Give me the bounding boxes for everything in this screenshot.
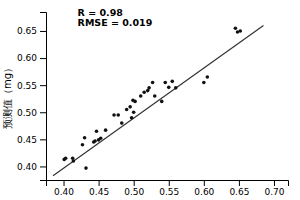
point: [84, 166, 88, 170]
annotations: R = 0.98RMSE = 0.019: [78, 7, 153, 28]
point: [239, 29, 243, 33]
point: [147, 86, 151, 90]
x-axis-line: [47, 181, 289, 187]
tick-mark: [40, 58, 46, 59]
tick: 0.40: [54, 180, 74, 197]
scatter-points: [62, 26, 242, 169]
point: [72, 159, 76, 163]
tick-mark: [239, 180, 240, 186]
point: [206, 75, 210, 79]
point: [202, 81, 206, 85]
point: [160, 100, 164, 104]
tick-label: 0.55: [17, 81, 37, 91]
point: [116, 113, 120, 117]
tick-mark: [40, 112, 46, 113]
point: [132, 110, 136, 114]
tick-label: 0.45: [17, 135, 37, 145]
tick: 0.60: [17, 53, 46, 63]
tick-label: 0.55: [159, 187, 179, 197]
tick-mark: [40, 31, 46, 32]
point: [151, 81, 155, 85]
point: [170, 80, 174, 84]
tick-label: 0.60: [17, 53, 37, 63]
tick-label: 0.60: [194, 187, 214, 197]
y-axis-line: [40, 13, 47, 181]
chart: 0.40 0.45 0.50 0.55 0.60 0.65 0.70 0.40 0.45 0.50…: [0, 0, 300, 200]
tick: 0.50: [124, 180, 144, 197]
tick-mark: [169, 180, 170, 186]
point: [125, 108, 129, 112]
y-axis: 0.40 0.45 0.50 0.55 0.60 0.65: [17, 13, 47, 181]
tick-mark: [134, 180, 135, 186]
tick: 0.55: [159, 180, 179, 197]
point: [112, 113, 116, 117]
tick: 0.65: [17, 26, 46, 36]
tick-label: 0.65: [17, 26, 37, 36]
tick: 0.50: [17, 108, 46, 118]
tick: 0.45: [89, 180, 109, 197]
tick-mark: [40, 166, 46, 167]
y-axis-title: 预测值（mg）: [2, 63, 13, 129]
point: [83, 136, 87, 140]
point: [81, 143, 85, 147]
tick-mark: [99, 180, 100, 186]
x-axis: 0.40 0.45 0.50 0.55 0.60 0.65 0.70: [47, 180, 289, 197]
tick: 0.40: [17, 162, 46, 172]
tick-mark: [40, 85, 46, 86]
tick: 0.60: [194, 180, 214, 197]
point: [142, 90, 146, 94]
point: [104, 128, 108, 132]
tick-label: 0.50: [124, 187, 144, 197]
point: [163, 81, 167, 85]
tick-mark: [40, 139, 46, 140]
point: [234, 26, 238, 30]
chart-container: 0.40 0.45 0.50 0.55 0.60 0.65 0.70 0.40 0.45 0.50…: [0, 0, 300, 200]
point: [93, 139, 97, 143]
point: [167, 86, 171, 90]
tick-label: 0.50: [17, 108, 37, 118]
tick-label: 0.65: [229, 187, 249, 197]
annotation: RMSE = 0.019: [78, 17, 153, 28]
tick-label: 0.45: [89, 187, 109, 197]
point: [174, 86, 178, 90]
point: [139, 94, 143, 98]
point: [95, 129, 99, 133]
point: [64, 157, 68, 161]
tick: 0.65: [229, 180, 249, 197]
point: [120, 121, 124, 125]
point: [133, 100, 137, 104]
plot-area: 0.40 0.45 0.50 0.55 0.60 0.65 0.70 0.40 0.45 0.50…: [17, 7, 289, 198]
tick-mark: [64, 180, 65, 186]
tick: 0.70: [264, 180, 284, 197]
tick-label: 0.70: [264, 187, 284, 197]
point: [153, 94, 157, 98]
tick: 0.45: [17, 135, 46, 145]
regression-line: [53, 26, 263, 176]
tick: 0.55: [17, 81, 46, 91]
tick-label: 0.40: [17, 162, 37, 172]
tick-label: 0.40: [54, 187, 74, 197]
tick-mark: [204, 180, 205, 186]
point: [130, 116, 134, 120]
tick-mark: [274, 180, 275, 186]
marks: [53, 26, 263, 176]
point: [99, 136, 103, 140]
point: [128, 105, 132, 109]
